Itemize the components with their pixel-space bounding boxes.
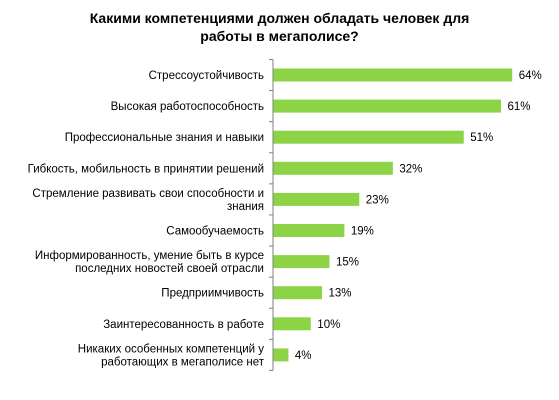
bar xyxy=(273,255,330,269)
category-label: Никаких особенных компетенций у xyxy=(78,343,264,355)
category-label: Самообучаемость xyxy=(166,226,264,238)
data-label: 10% xyxy=(317,319,340,331)
category-label: Высокая работоспособность xyxy=(111,101,264,113)
category-label: Гибкость, мобильность в принятии решений xyxy=(28,163,264,175)
data-label: 51% xyxy=(470,132,493,144)
chart-title-line-1: Какими компетенциями должен обладать чел… xyxy=(89,10,470,26)
bar xyxy=(273,286,322,300)
bar xyxy=(273,224,345,237)
bar xyxy=(273,348,289,362)
category-label: Стрессоустойчивость xyxy=(149,70,264,82)
data-label: 19% xyxy=(351,226,374,238)
data-label: 64% xyxy=(519,70,542,82)
category-label: Профессиональные знания и навыки xyxy=(65,132,264,144)
data-label: 13% xyxy=(328,288,351,300)
chart-title: Какими компетенциями должен обладать чел… xyxy=(0,9,559,45)
data-label: 23% xyxy=(366,194,389,206)
category-label: Заинтересованность в работе xyxy=(103,319,264,331)
bar xyxy=(273,68,513,82)
bar xyxy=(273,130,464,144)
bar xyxy=(273,99,502,113)
chart-title-line-2: работы в мегаполисе? xyxy=(200,28,359,44)
category-label: последних новостей своей отрасли xyxy=(75,263,264,275)
category-label: работающих в мегаполисе нет xyxy=(101,356,265,368)
category-label: знания xyxy=(227,201,264,213)
bar xyxy=(273,317,311,331)
data-label: 61% xyxy=(508,101,531,113)
category-label: Стремление развивать свои способности и xyxy=(32,188,264,200)
bar xyxy=(273,192,360,206)
data-label: 15% xyxy=(336,257,359,269)
bar xyxy=(273,161,393,175)
category-label: Предприимчивость xyxy=(161,288,264,300)
category-label: Информированность, умение быть в курсе xyxy=(35,250,264,262)
data-label: 32% xyxy=(399,163,422,175)
data-label: 4% xyxy=(295,350,312,362)
